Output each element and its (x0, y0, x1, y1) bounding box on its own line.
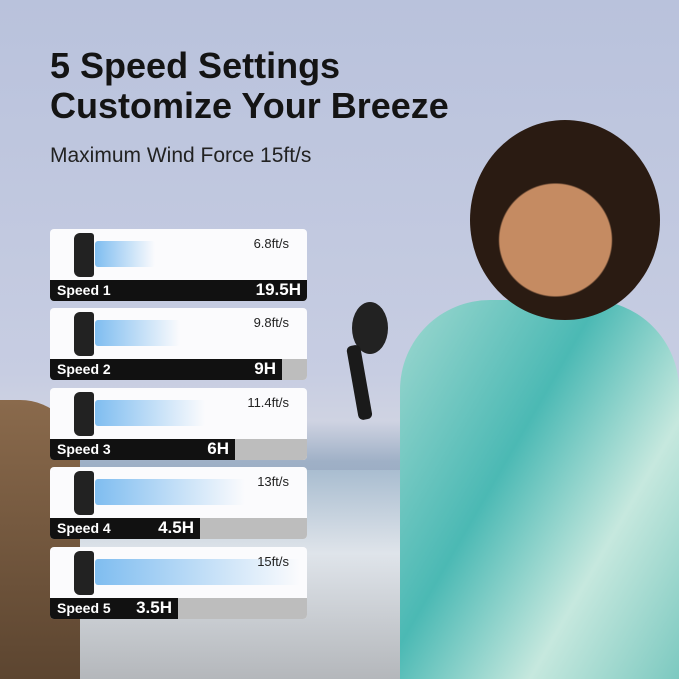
wind-speed: 11.4ft/s (247, 395, 289, 410)
speed-label: Speed 3 (57, 441, 111, 457)
speed-card: 6.8ft/s Speed 1 19.5H (50, 229, 307, 301)
speed-card: 13ft/s Speed 4 4.5H (50, 467, 307, 539)
headline: 5 Speed Settings Customize Your Breeze (50, 45, 449, 126)
speed-label: Speed 1 (57, 282, 111, 298)
fan-icon (74, 551, 94, 595)
wind-icon (95, 400, 205, 426)
wind-icon (95, 479, 245, 505)
wind-speed: 9.8ft/s (253, 315, 289, 330)
speed-card: 15ft/s Speed 5 3.5H (50, 547, 307, 619)
person-shirt (400, 300, 679, 679)
runtime-track: Speed 2 9H (50, 359, 307, 380)
runtime-track: Speed 3 6H (50, 439, 307, 460)
speed-card: 11.4ft/s Speed 3 6H (50, 388, 307, 460)
wind-icon (95, 241, 155, 267)
fan-icon (74, 471, 94, 515)
wind-speed: 6.8ft/s (253, 236, 289, 251)
runtime-label: 4.5H (158, 518, 194, 537)
wind-icon (95, 320, 180, 346)
runtime-label: 6H (207, 439, 229, 458)
speed-label: Speed 4 (57, 520, 111, 536)
fan-icon (74, 233, 94, 277)
runtime-track: Speed 1 19.5H (50, 280, 307, 301)
wind-speed: 13ft/s (257, 474, 289, 489)
speed-label: Speed 5 (57, 600, 111, 616)
wind-icon (95, 559, 300, 585)
handheld-fan-icon (346, 302, 388, 420)
runtime-label: 3.5H (136, 598, 172, 617)
runtime-bar: Speed 4 4.5H (50, 518, 200, 539)
fan-icon (74, 392, 94, 436)
speed-label: Speed 2 (57, 361, 111, 377)
runtime-bar: Speed 3 6H (50, 439, 235, 460)
wind-speed: 15ft/s (257, 554, 289, 569)
subtitle: Maximum Wind Force 15ft/s (50, 144, 312, 167)
person-head (470, 120, 660, 320)
runtime-bar: Speed 2 9H (50, 359, 282, 380)
fan-icon (74, 312, 94, 356)
runtime-track: Speed 5 3.5H (50, 598, 307, 619)
speed-card: 9.8ft/s Speed 2 9H (50, 308, 307, 380)
runtime-track: Speed 4 4.5H (50, 518, 307, 539)
runtime-bar: Speed 5 3.5H (50, 598, 178, 619)
runtime-label: 9H (254, 359, 276, 378)
runtime-label: 19.5H (255, 280, 301, 299)
runtime-bar: Speed 1 19.5H (50, 280, 307, 301)
